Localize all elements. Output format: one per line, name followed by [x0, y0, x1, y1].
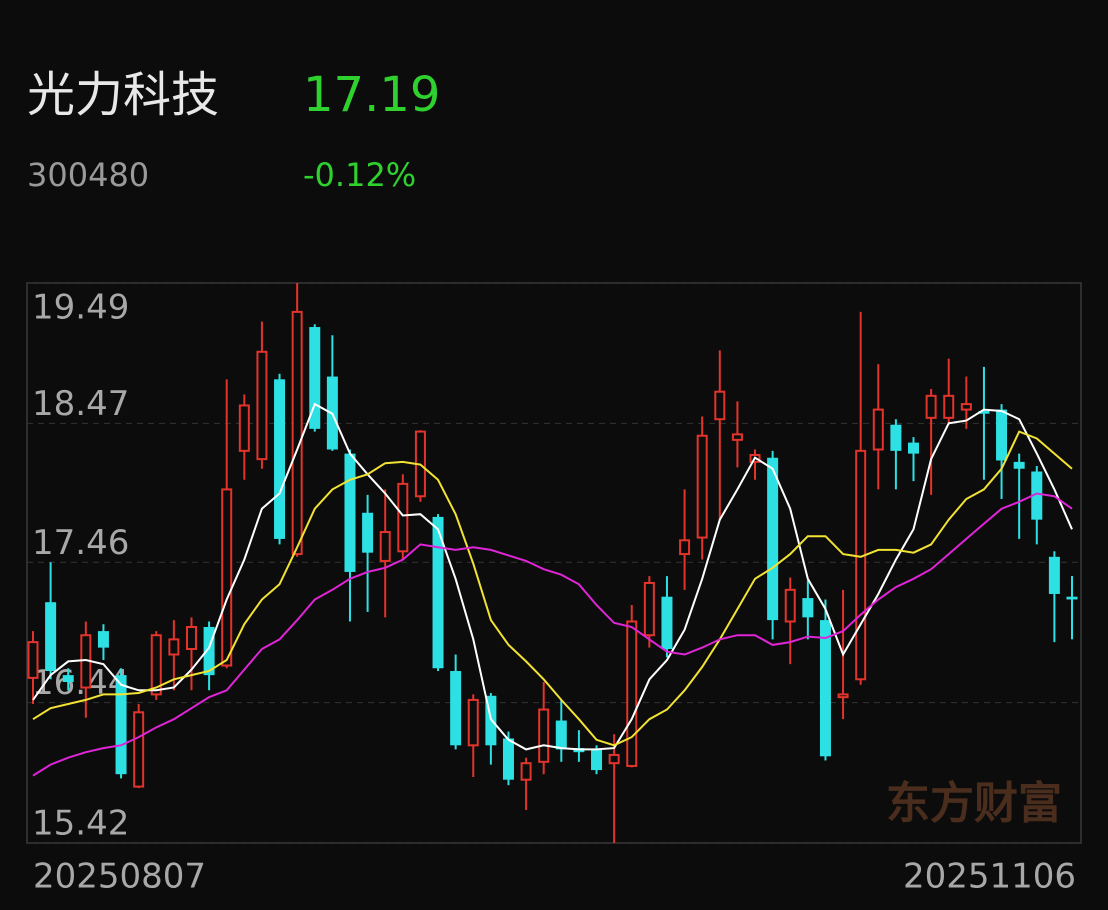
- candle-body: [661, 596, 673, 649]
- candle-body: [168, 638, 180, 656]
- candle-body: [450, 671, 462, 746]
- candle-body: [1048, 556, 1060, 594]
- candle-body: [238, 404, 250, 452]
- candle-body: [1031, 471, 1043, 520]
- candle-body: [256, 350, 268, 461]
- candle-body: [731, 433, 743, 441]
- candle-body: [502, 738, 514, 780]
- candle-body: [133, 711, 145, 788]
- candle-body: [679, 539, 691, 556]
- candle-body: [608, 753, 620, 765]
- y-tick-label: 18.47: [32, 384, 129, 424]
- candle-body: [890, 424, 902, 451]
- y-tick-label: 19.49: [32, 288, 129, 328]
- candle-body: [943, 394, 955, 419]
- candle-body: [784, 588, 796, 623]
- candle-body: [978, 410, 990, 414]
- candle-body: [960, 403, 972, 411]
- y-tick-label: 15.42: [32, 804, 129, 844]
- candle-body: [115, 675, 127, 775]
- candle-body: [802, 598, 814, 618]
- stock-code: 300480: [27, 156, 149, 194]
- stock-price: 17.19: [303, 67, 440, 123]
- candle-body: [837, 693, 849, 699]
- candle-body: [185, 625, 197, 650]
- x-tick-label: 20250807: [33, 857, 206, 897]
- candle-body: [1066, 596, 1078, 600]
- candle-body: [855, 449, 867, 681]
- candle-body: [925, 394, 937, 419]
- candle-body: [97, 631, 109, 648]
- watermark: 东方财富: [886, 778, 1062, 829]
- candle-body: [591, 749, 603, 771]
- candle-body: [819, 620, 831, 757]
- candle-body: [150, 634, 162, 696]
- candle-body: [538, 708, 550, 763]
- candle-body: [397, 482, 409, 553]
- moving-average-line: [32, 430, 1073, 747]
- candle-body: [872, 408, 884, 451]
- candle-body: [362, 512, 374, 553]
- candle-body: [274, 379, 286, 539]
- candle-body: [309, 327, 321, 429]
- candle-body: [555, 720, 567, 750]
- candle-body: [767, 457, 779, 621]
- candle-body: [45, 602, 57, 672]
- x-tick-label: 20251106: [903, 857, 1076, 897]
- candle-body: [27, 641, 39, 679]
- y-tick-label: 17.46: [32, 523, 129, 563]
- candle-body: [1013, 461, 1025, 469]
- price-change: -0.12%: [303, 156, 416, 194]
- plot-frame: [26, 282, 1082, 844]
- candle-body: [221, 488, 233, 667]
- stock-name: 光力科技: [27, 67, 219, 123]
- candle-body: [908, 442, 920, 454]
- candle-body: [379, 531, 391, 562]
- candle-body: [432, 516, 444, 669]
- candle-body: [626, 620, 638, 767]
- candle-body: [344, 453, 356, 572]
- candle-body: [291, 310, 303, 556]
- candle-body: [520, 762, 532, 781]
- candle-body: [203, 626, 215, 676]
- moving-average-line: [32, 492, 1073, 777]
- candle-body: [996, 409, 1008, 461]
- candle-body: [62, 675, 74, 683]
- candle-body: [643, 581, 655, 637]
- moving-average-line: [32, 402, 1073, 751]
- candle-body: [696, 434, 708, 539]
- candle-body: [467, 698, 479, 747]
- candle-body: [714, 390, 726, 421]
